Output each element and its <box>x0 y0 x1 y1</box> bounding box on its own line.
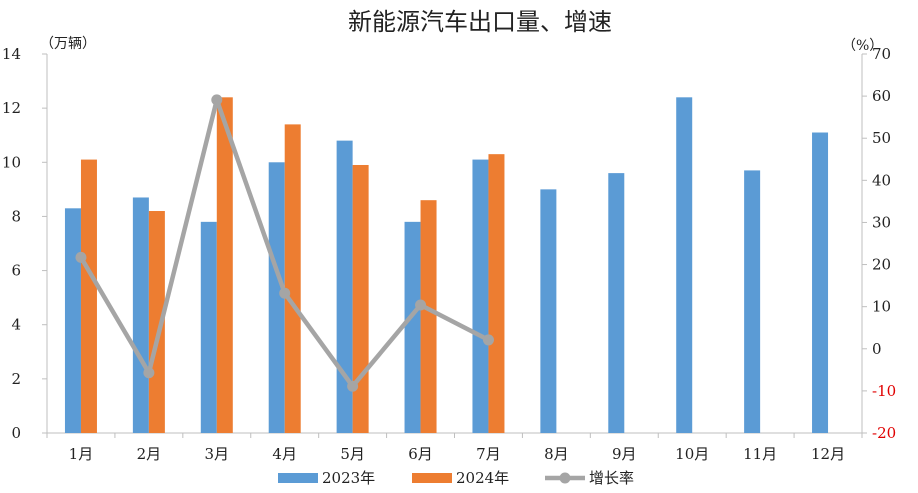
legend-label-2023年: 2023年 <box>322 469 375 487</box>
bar-2023年-9月 <box>608 173 625 433</box>
right-tick-label: -10 <box>872 382 896 400</box>
growth-rate-point <box>347 380 359 392</box>
bar-2024年-2月 <box>148 211 165 433</box>
x-tick-label: 1月 <box>69 445 94 463</box>
bar-2023年-12月 <box>812 132 829 433</box>
x-tick-label: 10月 <box>675 445 709 463</box>
bar-2024年-1月 <box>80 159 97 434</box>
bar-2023年-1月 <box>64 208 81 433</box>
bar-2023年-10月 <box>676 97 693 434</box>
left-tick-label: 14 <box>2 45 21 63</box>
legend: 2023年 2024年 增长率 <box>278 469 634 487</box>
bar-2023年-6月 <box>404 221 421 433</box>
x-tick-label: 4月 <box>272 445 297 463</box>
left-tick-label: 2 <box>11 370 21 388</box>
right-tick-label: 10 <box>872 298 891 316</box>
bar-2024年-5月 <box>352 164 369 433</box>
x-tick-label: 6月 <box>408 445 433 463</box>
bar-2024年-7月 <box>488 154 505 433</box>
right-tick-label: 20 <box>872 256 891 274</box>
left-tick-label: 12 <box>2 99 21 117</box>
growth-rate-point <box>143 367 155 379</box>
bar-2023年-8月 <box>540 189 557 433</box>
bar-2023年-4月 <box>268 162 285 434</box>
bar-2023年-5月 <box>336 140 353 433</box>
left-tick-label: 10 <box>2 153 21 171</box>
x-tick-label: 9月 <box>612 445 637 463</box>
right-tick-label: 0 <box>872 340 882 358</box>
bar-2023年-2月 <box>132 197 149 433</box>
growth-rate-point <box>482 334 494 346</box>
right-axis-unit: （%） <box>842 38 883 54</box>
legend-swatch-marker <box>559 472 571 484</box>
x-tick-label: 12月 <box>811 445 845 463</box>
left-tick-label: 4 <box>11 316 21 334</box>
right-tick-label: 30 <box>872 213 891 231</box>
left-tick-label: 6 <box>11 262 21 280</box>
x-tick-label: 7月 <box>476 445 501 463</box>
bar-2023年-3月 <box>200 221 217 433</box>
chart-title: 新能源汽车出口量、增速 <box>348 8 612 36</box>
left-tick-label: 8 <box>11 207 21 225</box>
x-tick-label: 3月 <box>205 445 230 463</box>
x-tick-label: 11月 <box>743 445 777 463</box>
left-axis-unit: （万辆） <box>40 36 96 52</box>
left-tick-label: 0 <box>11 424 21 442</box>
growth-rate-point <box>75 251 87 263</box>
bars-group <box>64 97 829 434</box>
right-tick-label: 50 <box>872 129 891 147</box>
growth-rate-point <box>279 287 291 299</box>
right-tick-label: 60 <box>872 87 891 105</box>
bar-2024年-4月 <box>284 124 301 433</box>
bar-2024年-3月 <box>216 97 233 434</box>
growth-rate-point <box>211 94 223 106</box>
bar-2024年-6月 <box>420 200 437 433</box>
legend-swatch-2023年 <box>278 473 318 483</box>
growth-rate-point <box>415 299 427 311</box>
legend-swatch-2024年 <box>412 473 452 483</box>
right-tick-label: 40 <box>872 171 891 189</box>
x-tick-label: 8月 <box>544 445 569 463</box>
legend-label-增长率: 增长率 <box>589 469 634 487</box>
x-tick-label: 5月 <box>340 445 365 463</box>
legend-label-2024年: 2024年 <box>456 469 509 487</box>
right-tick-label: -20 <box>872 424 896 442</box>
right-tick-label: 70 <box>872 45 891 63</box>
x-tick-label: 2月 <box>137 445 162 463</box>
bar-2023年-7月 <box>472 159 489 434</box>
axes: 0 2 4 6 8 10 12 14 -20 -10 0 10 20 30 40 50 60 70 1月 2月 3月 4月… <box>2 45 896 463</box>
growth-line-group <box>75 94 494 392</box>
bar-2023年-11月 <box>744 170 761 433</box>
